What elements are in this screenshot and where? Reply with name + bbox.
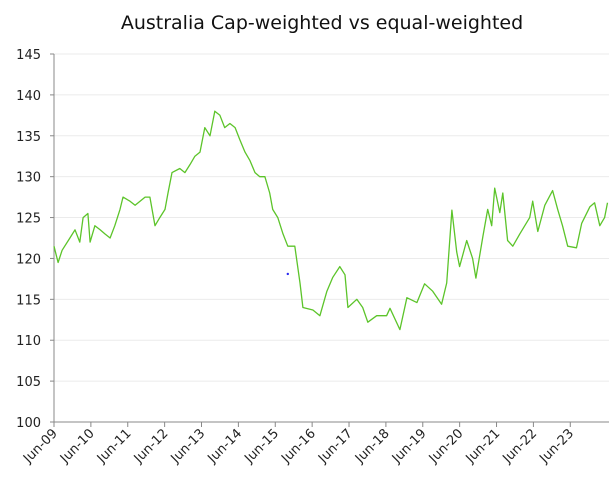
x-tick-label: Jun-16 [278,426,319,467]
x-tick-label: Jun-09 [20,426,61,467]
x-tick-label: Jun-20 [426,426,467,467]
x-tick-label: Jun-14 [205,426,246,467]
y-tick-label: 130 [16,171,41,186]
x-tick-label: Jun-23 [536,426,577,467]
x-tick-label: Jun-13 [168,426,209,467]
x-tick-label: Jun-12 [131,426,172,467]
y-tick-label: 120 [16,252,41,267]
y-tick-label: 115 [16,293,41,308]
y-tick-label: 140 [16,89,41,104]
series-layer [53,110,609,331]
series-line [53,110,609,331]
y-axis: 100 105 110 115 120 125 130 135 140 145 [16,48,55,431]
data-point-marker [286,272,290,276]
gridlines [54,53,609,382]
x-tick-label: Jun-11 [94,426,135,467]
y-tick-label: 100 [16,416,41,431]
x-tick-label: Jun-17 [315,426,356,467]
y-tick-label: 145 [16,48,41,63]
x-tick-label: Jun-22 [500,426,541,467]
x-tick-label: Jun-21 [463,426,504,467]
y-tick-label: 105 [16,375,41,390]
chart-title: Australia Cap-weighted vs equal-weighted [121,12,523,34]
y-tick-label: 135 [16,130,41,145]
y-tick-label: 110 [16,334,41,349]
x-tick-label: Jun-18 [352,426,393,467]
y-tick-label: 125 [16,212,41,227]
x-tick-label: Jun-19 [389,426,430,467]
x-tick-label: Jun-10 [57,426,98,467]
x-tick-label: Jun-15 [241,426,282,467]
x-axis: Jun-09Jun-10Jun-11Jun-12Jun-13Jun-14Jun-… [20,421,609,467]
